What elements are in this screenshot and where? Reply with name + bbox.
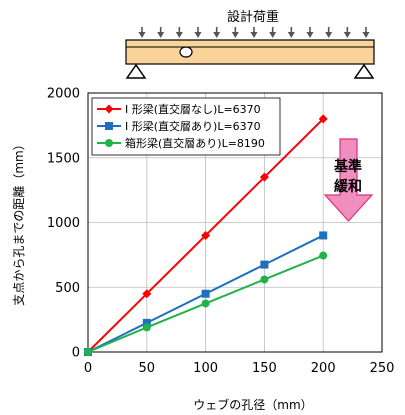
data-point-square (260, 260, 269, 269)
plot-area (87, 92, 383, 353)
data-point-square (105, 122, 113, 130)
legend-label: I 形梁(直交層あり)L=6370 (125, 119, 261, 133)
x-axis-label: ウェブの孔径（mm） (193, 397, 312, 411)
legend-box (91, 97, 281, 156)
data-point-circle (84, 348, 92, 356)
x-tick-labels: 0 50 100 150 200 250 (84, 361, 395, 376)
load-arrow-head (175, 32, 183, 38)
data-point-square (201, 289, 210, 298)
load-arrow-head (269, 32, 277, 38)
web-hole (179, 46, 193, 58)
y-tick-label: 0 (72, 346, 80, 361)
load-arrow-head (362, 32, 370, 38)
load-arrow-head (157, 32, 165, 38)
chart: 0 50 100 150 200 250 0 500 1000 1500 2000 I 形梁(直交… (12, 87, 395, 413)
beam-illustration: 設計荷重 (125, 9, 375, 79)
load-label: 設計荷重 (227, 9, 279, 25)
y-tick-label: 500 (55, 281, 80, 296)
data-point-circle (260, 275, 269, 284)
x-tick-label: 50 (139, 361, 156, 376)
load-arrow-head (138, 32, 146, 38)
y-tick-label: 1000 (47, 216, 80, 231)
data-point-circle (201, 299, 210, 308)
load-arrows (138, 27, 370, 38)
data-point-diamond (201, 230, 211, 240)
load-arrow-head (343, 32, 351, 38)
load-arrow-head (306, 32, 314, 38)
x-tick-label: 150 (252, 361, 277, 376)
callout-line2: 緩和 (334, 178, 362, 195)
series-3 (84, 251, 328, 356)
x-tick-label: 100 (193, 361, 218, 376)
data-point-diamond (259, 172, 269, 182)
y-axis-label: 支点から孔までの距離（mm） (12, 138, 26, 305)
load-arrow-head (250, 32, 258, 38)
down-arrow-icon (323, 138, 374, 222)
right-support-icon (353, 63, 375, 79)
callout-line1: 基準 (334, 158, 362, 175)
legend-item: I 形梁(直交層あり)L=6370 (97, 119, 261, 133)
legend-label: 箱形梁(直交層あり)L=8190 (125, 136, 265, 150)
legend-item: I 形梁(直交層なし)L=6370 (97, 102, 261, 116)
data-point-diamond (142, 289, 152, 299)
x-tick-label: 200 (311, 361, 336, 376)
data-point-diamond (104, 104, 114, 114)
y-tick-label: 2000 (47, 87, 80, 102)
load-arrow-head (325, 32, 333, 38)
data-point-square (142, 318, 151, 327)
series-group (83, 114, 328, 357)
load-arrow-head (287, 32, 295, 38)
data-point-square (319, 231, 328, 240)
load-arrow-head (213, 32, 221, 38)
legend: I 形梁(直交層なし)L=6370 I 形梁(直交層あり)L=6370 箱形梁(直交… (91, 97, 281, 156)
legend-label: I 形梁(直交層なし)L=6370 (125, 102, 261, 116)
beam (125, 39, 375, 65)
x-tick-label: 250 (370, 361, 395, 376)
left-support-icon (125, 63, 147, 79)
data-point-circle (142, 323, 151, 332)
data-point-circle (319, 251, 328, 260)
data-point-circle (105, 139, 113, 147)
x-tick-label: 0 (84, 361, 92, 376)
data-point-diamond (318, 114, 328, 124)
relaxation-callout: 基準 緩和 (323, 138, 374, 222)
y-tick-label: 1500 (47, 151, 80, 166)
load-arrow-head (231, 32, 239, 38)
y-tick-labels: 0 500 1000 1500 2000 (47, 87, 80, 361)
legend-item: 箱形梁(直交層あり)L=8190 (97, 136, 265, 150)
load-arrow-head (194, 32, 202, 38)
